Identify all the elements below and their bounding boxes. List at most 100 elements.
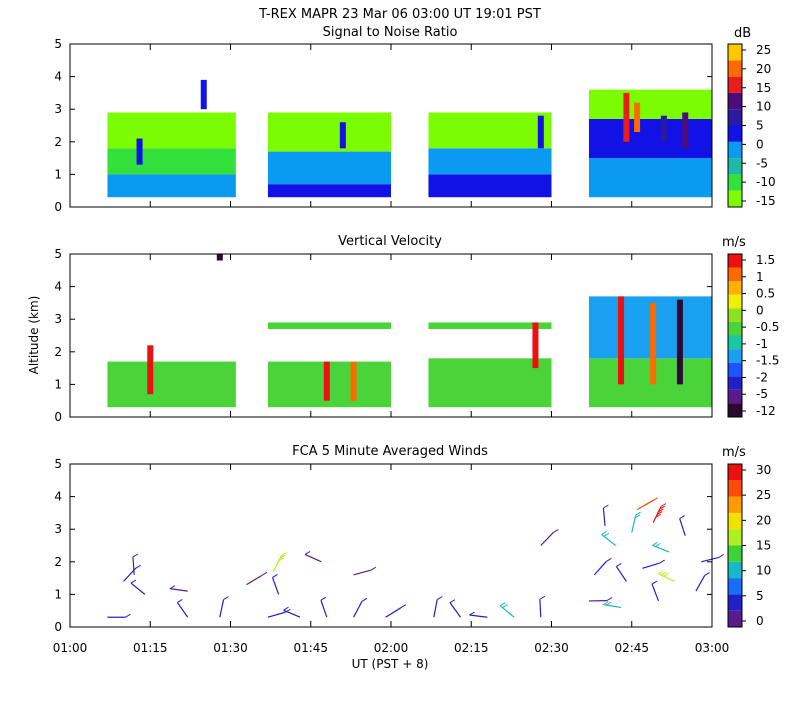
snr-colorbar-label: -15 [756, 194, 776, 208]
winds-ytick-label: 3 [54, 522, 62, 536]
wind-barb [637, 498, 658, 510]
velocity-colorbar-swatch [728, 376, 742, 390]
snr-feature [538, 116, 544, 149]
velocity-feature [324, 362, 330, 401]
wind-barb [696, 572, 710, 591]
velocity-colorbar-label: 1.5 [756, 253, 775, 267]
snr-layer [107, 112, 235, 148]
winds-colorbar-swatch [728, 578, 742, 594]
velocity-colorbar-label: -5 [756, 387, 768, 401]
winds-colorbar-label: 25 [756, 488, 771, 502]
snr-layer [268, 184, 391, 197]
winds-colorbar-label: 5 [756, 589, 764, 603]
velocity-ytick-label: 2 [54, 345, 62, 359]
wind-barb [354, 567, 376, 575]
snr-feature [623, 93, 629, 142]
velocity-colorbar-swatch [728, 308, 742, 322]
snr-layer [589, 90, 712, 119]
velocity-ytick-label: 0 [54, 410, 62, 424]
wind-barb [177, 599, 187, 617]
velocity-colorbar-label: -2 [756, 370, 768, 384]
velocity-feature [650, 303, 656, 385]
winds-ytick-label: 1 [54, 587, 62, 601]
winds-colorbar-swatch [728, 513, 742, 529]
velocity-title: Vertical Velocity [338, 234, 442, 249]
snr-ytick-label: 3 [54, 102, 62, 116]
snr-colorbar-swatch [728, 191, 742, 207]
snr-feature [634, 103, 640, 132]
snr-colorbar-swatch [728, 60, 742, 76]
velocity-layer [107, 362, 235, 408]
winds-ytick-label: 2 [54, 555, 62, 569]
velocity-feature [677, 300, 683, 385]
snr-layer [268, 112, 391, 151]
winds-colorbar-swatch [728, 464, 742, 480]
velocity-colorbar-swatch [728, 268, 742, 282]
snr-layer [268, 152, 391, 185]
velocity-colorbar-label: -0.5 [756, 320, 779, 334]
wind-barb [268, 609, 290, 617]
winds-colorbar-label: 0 [756, 614, 764, 628]
wind-barb [272, 574, 278, 594]
velocity-colorbar-swatch [728, 281, 742, 295]
velocity-colorbar-swatch [728, 295, 742, 309]
wind-barb [220, 597, 229, 618]
y-axis-label: Altitude (km) [27, 296, 41, 375]
velocity-colorbar-swatch [728, 403, 742, 417]
snr-ytick-label: 5 [54, 37, 62, 51]
velocity-colorbar-label: 0 [756, 303, 764, 317]
snr-colorbar-swatch [728, 126, 742, 142]
wind-barb [386, 605, 406, 618]
wind-barb [589, 598, 612, 601]
snr-colorbar-swatch [728, 158, 742, 174]
snr-colorbar-label: 0 [756, 137, 764, 151]
wind-barb [107, 614, 130, 617]
velocity-layer [268, 322, 391, 329]
winds-colorbar-unit: m/s [722, 445, 746, 460]
wind-barb [273, 553, 286, 572]
velocity-colorbar-swatch [728, 349, 742, 363]
x-tick-label: 02:45 [614, 641, 649, 655]
winds-colorbar-swatch [728, 480, 742, 496]
velocity-ytick-label: 3 [54, 312, 62, 326]
velocity-colorbar-swatch [728, 390, 742, 404]
winds-colorbar-label: 20 [756, 513, 771, 527]
snr-ytick-label: 0 [54, 200, 62, 214]
winds-colorbar-swatch [728, 529, 742, 545]
snr-colorbar-swatch [728, 77, 742, 93]
wind-barb [658, 571, 674, 582]
wind-barb [652, 581, 658, 601]
winds-colorbar-swatch [728, 546, 742, 562]
winds-ytick-label: 4 [54, 490, 62, 504]
wind-barb [603, 602, 621, 608]
velocity-colorbar-label: -12 [756, 404, 776, 418]
snr-colorbar-label: 15 [756, 81, 771, 95]
wind-barb [653, 542, 670, 552]
figure-title: T-REX MAPR 23 Mar 06 03:00 UT 19:01 PST [258, 7, 541, 22]
wind-barb [500, 603, 514, 618]
wind-barb [680, 516, 686, 536]
wind-barb [540, 596, 545, 617]
velocity-colorbar-label: -1.5 [756, 354, 779, 368]
wind-barb [124, 565, 141, 581]
snr-title: Signal to Noise Ratio [323, 25, 458, 40]
wind-barb [541, 530, 559, 546]
snr-feature [661, 116, 667, 142]
wind-barb [450, 600, 461, 618]
velocity-colorbar-label: 1 [756, 270, 764, 284]
winds-colorbar-swatch [728, 562, 742, 578]
wind-barb [469, 612, 487, 617]
x-axis-label: UT (PST + 8) [352, 657, 429, 671]
snr-layer [107, 148, 235, 174]
x-tick-label: 03:00 [695, 641, 730, 655]
snr-layer [428, 148, 551, 174]
wind-barb [653, 504, 666, 523]
snr-ytick-label: 2 [54, 135, 62, 149]
wind-barb [170, 586, 188, 592]
velocity-feature [618, 296, 624, 384]
